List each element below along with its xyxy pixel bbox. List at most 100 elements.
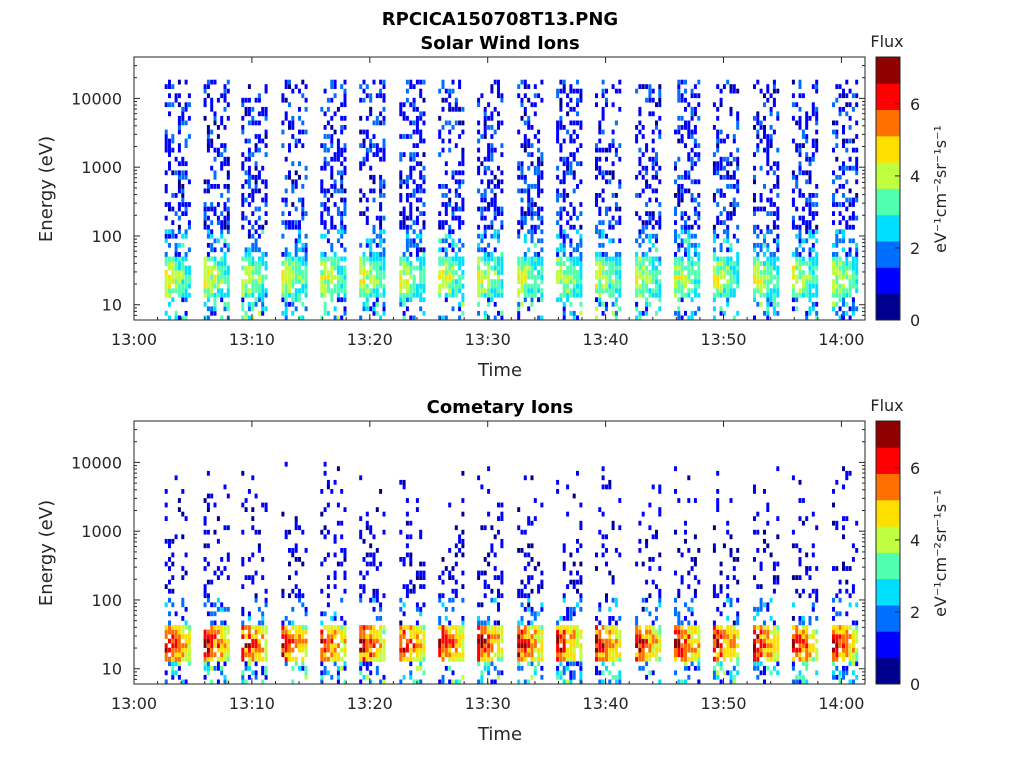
spectrogram-cell bbox=[845, 93, 849, 99]
spectrogram-cell bbox=[210, 625, 214, 630]
spectrogram-cell bbox=[181, 643, 185, 648]
spectrogram-cell bbox=[500, 288, 504, 294]
spectrogram-cell bbox=[187, 647, 191, 653]
spectrogram-cell bbox=[598, 283, 602, 289]
spectrogram-cell bbox=[281, 233, 285, 239]
spectrogram-cell bbox=[402, 647, 406, 653]
spectrogram-cell bbox=[264, 261, 268, 266]
spectrogram-cell bbox=[220, 625, 224, 630]
spectrogram-cell bbox=[635, 279, 639, 284]
spectrogram-cell bbox=[226, 606, 230, 612]
spectrogram-cell bbox=[379, 283, 383, 289]
spectrogram-cell bbox=[726, 297, 730, 303]
spectrogram-cell bbox=[419, 161, 423, 167]
spectrogram-cell bbox=[855, 134, 859, 139]
spectrogram-cell bbox=[569, 202, 573, 207]
spectrogram-cell bbox=[257, 224, 261, 230]
spectrogram-cell bbox=[294, 274, 298, 280]
spectrogram-cell bbox=[288, 629, 291, 635]
spectrogram-cell bbox=[835, 202, 839, 207]
spectrogram-cell bbox=[648, 256, 652, 262]
spectrogram-cell bbox=[769, 125, 773, 130]
spectrogram-cell bbox=[559, 638, 563, 644]
spectrogram-cell bbox=[438, 643, 442, 648]
spectrogram-cell bbox=[333, 315, 337, 321]
spectrogram-cell bbox=[562, 261, 566, 266]
spectrogram-cell bbox=[412, 229, 416, 235]
spectrogram-cell bbox=[402, 674, 406, 680]
spectrogram-cell bbox=[320, 611, 324, 617]
spectrogram-cell bbox=[203, 557, 207, 562]
spectrogram-cell bbox=[719, 188, 723, 194]
spectrogram-cell bbox=[527, 606, 531, 612]
spectrogram-cell bbox=[736, 147, 740, 153]
spectrogram-cell bbox=[674, 161, 677, 167]
spectrogram-cell bbox=[477, 97, 481, 103]
spectrogram-cell bbox=[419, 656, 423, 662]
spectrogram-cell bbox=[213, 238, 217, 244]
spectrogram-cell bbox=[497, 206, 500, 212]
spectrogram-cell bbox=[798, 79, 802, 85]
spectrogram-cell bbox=[832, 265, 835, 271]
spectrogram-cell bbox=[690, 88, 694, 94]
spectrogram-cell bbox=[808, 288, 812, 294]
spectrogram-cell bbox=[815, 143, 819, 148]
spectrogram-cell bbox=[247, 306, 251, 312]
spectrogram-cell bbox=[851, 238, 855, 244]
colorbar-segment bbox=[876, 212, 900, 216]
spectrogram-cell bbox=[340, 224, 344, 230]
spectrogram-cell bbox=[461, 261, 465, 266]
spectrogram-cell bbox=[736, 252, 740, 257]
spectrogram-cell bbox=[220, 315, 224, 321]
spectrogram-cell bbox=[527, 652, 531, 658]
spectrogram-cell bbox=[537, 147, 541, 153]
spectrogram-cell bbox=[815, 106, 819, 112]
spectrogram-cell bbox=[490, 588, 494, 594]
spectrogram-cell bbox=[569, 256, 573, 262]
spectrogram-cell bbox=[402, 283, 406, 289]
spectrogram-cell bbox=[845, 261, 849, 266]
spectrogram-cell bbox=[323, 534, 327, 540]
spectrogram-cell bbox=[369, 597, 373, 603]
spectrogram-cell bbox=[500, 256, 504, 262]
spectrogram-cell bbox=[483, 652, 487, 658]
spectrogram-cell bbox=[791, 297, 795, 303]
spectrogram-cell bbox=[540, 643, 544, 648]
spectrogram-cell bbox=[461, 283, 465, 289]
spectrogram-cell bbox=[284, 661, 288, 667]
spectrogram-cell bbox=[213, 147, 217, 153]
spectrogram-cell bbox=[247, 97, 251, 103]
spectrogram-cell bbox=[375, 656, 379, 662]
spectrogram-cell bbox=[213, 120, 217, 126]
spectrogram-cell bbox=[641, 261, 645, 266]
spectrogram-cell bbox=[461, 206, 465, 212]
spectrogram-cell bbox=[365, 525, 369, 531]
spectrogram-cell bbox=[791, 115, 795, 121]
spectrogram-cell bbox=[572, 88, 576, 94]
colorbar-segment bbox=[876, 260, 900, 264]
spectrogram-cell bbox=[763, 115, 766, 121]
spectrogram-cell bbox=[168, 84, 171, 89]
spectrogram-cell bbox=[811, 84, 815, 89]
spectrogram-cell bbox=[690, 279, 694, 284]
spectrogram-cell bbox=[641, 188, 645, 194]
spectrogram-cell bbox=[451, 79, 455, 85]
spectrogram-cell bbox=[362, 629, 366, 635]
spectrogram-cell bbox=[500, 538, 504, 544]
spectrogram-cell bbox=[736, 256, 740, 262]
spectrogram-cell bbox=[320, 233, 324, 239]
spectrogram-cell bbox=[298, 106, 301, 112]
spectrogram-cell bbox=[405, 292, 409, 298]
spectrogram-cell bbox=[618, 274, 622, 280]
spectrogram-cell bbox=[261, 557, 265, 562]
spectrogram-cells bbox=[164, 79, 859, 321]
spectrogram-cell bbox=[483, 620, 487, 626]
spectrogram-cell bbox=[261, 625, 265, 630]
spectrogram-cell bbox=[343, 588, 347, 594]
spectrogram-cell bbox=[674, 265, 677, 271]
spectrogram-cell bbox=[454, 283, 458, 289]
spectrogram-cell bbox=[520, 270, 524, 275]
spectrogram-cell bbox=[247, 270, 251, 275]
spectrogram-cell bbox=[340, 625, 344, 630]
spectrogram-cell bbox=[399, 643, 403, 648]
